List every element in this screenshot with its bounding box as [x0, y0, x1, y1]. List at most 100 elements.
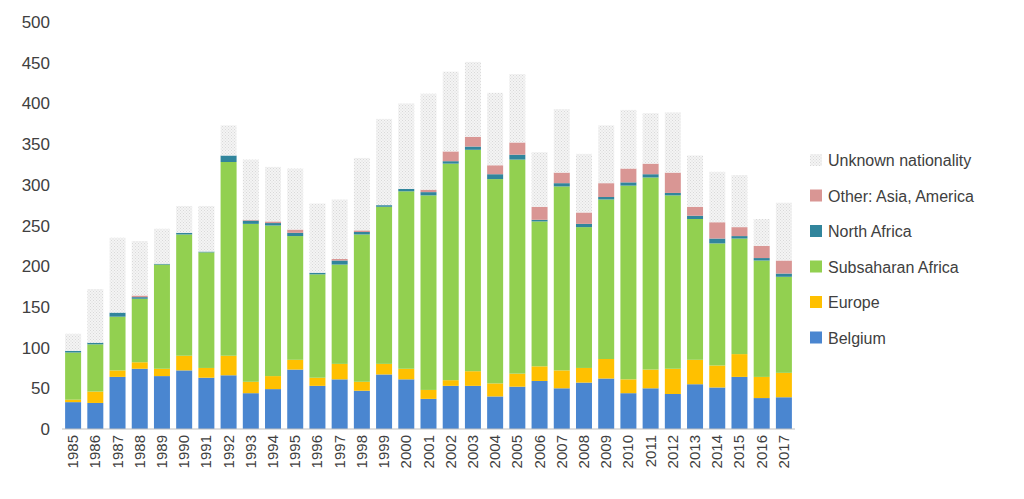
bar-segment — [532, 221, 548, 366]
y-tick-label: 500 — [22, 13, 50, 32]
bar-segment — [731, 354, 747, 377]
bar-segment — [443, 161, 459, 163]
x-tick-label: 2002 — [442, 435, 459, 468]
y-tick-label: 100 — [22, 339, 50, 358]
bar-segment — [309, 204, 325, 273]
bar-segment — [376, 205, 392, 207]
bar-segment — [243, 224, 259, 382]
x-tick-label: 1997 — [331, 435, 348, 468]
bar-segment — [421, 190, 437, 192]
bar-segment — [265, 223, 281, 225]
bar-segment — [598, 125, 614, 183]
bar-segment — [598, 379, 614, 429]
x-tick-label: 2003 — [464, 435, 481, 468]
bar-segment — [776, 397, 792, 429]
bar-segment — [554, 388, 570, 429]
bar-segment — [731, 377, 747, 429]
bar-segment — [265, 221, 281, 223]
bar-segment — [176, 234, 192, 355]
bar-segment — [398, 369, 414, 380]
legend-swatch — [810, 154, 822, 166]
x-tick-label: 1989 — [153, 435, 170, 468]
bar-segment — [709, 387, 725, 429]
bar-segment — [465, 62, 481, 137]
y-tick-label: 400 — [22, 94, 50, 113]
bar-segment — [776, 274, 792, 277]
bar-segment — [221, 125, 237, 155]
bar-segment — [643, 388, 659, 429]
bar-segment — [287, 233, 303, 236]
bars — [65, 62, 792, 429]
bar-segment — [509, 74, 525, 142]
bar-segment — [709, 172, 725, 222]
bar-segment — [110, 370, 126, 377]
bar-segment — [754, 261, 770, 377]
bar-segment — [198, 252, 214, 368]
x-tick-label: 2010 — [619, 435, 636, 468]
bar-segment — [598, 197, 614, 199]
bar-segment — [198, 378, 214, 429]
bar-segment — [309, 274, 325, 377]
bar-segment — [443, 72, 459, 152]
bar-segment — [376, 119, 392, 205]
x-tick-label: 1994 — [264, 435, 281, 468]
x-tick-label: 1996 — [308, 435, 325, 468]
bar-segment — [731, 227, 747, 236]
bar-segment — [332, 261, 348, 265]
bar-segment — [287, 370, 303, 429]
bar-segment — [687, 155, 703, 206]
bar-segment — [354, 382, 370, 391]
bar-segment — [532, 220, 548, 222]
bar-segment — [421, 195, 437, 390]
bar-segment — [398, 189, 414, 191]
bar-segment — [243, 393, 259, 429]
bar-segment — [754, 219, 770, 246]
bar-segment — [509, 387, 525, 429]
bar-segment — [176, 356, 192, 371]
bar-segment — [332, 265, 348, 364]
bar-segment — [176, 370, 192, 429]
bar-segment — [576, 383, 592, 429]
bar-segment — [332, 379, 348, 429]
bar-segment — [643, 113, 659, 163]
bar-segment — [554, 173, 570, 184]
x-tick-label: 1987 — [109, 435, 126, 468]
bar-segment — [687, 219, 703, 360]
bar-segment — [754, 258, 770, 260]
x-tick-label: 1998 — [353, 435, 370, 468]
legend-label: Subsaharan Africa — [828, 259, 959, 276]
bar-segment — [576, 154, 592, 213]
bar-segment — [354, 158, 370, 230]
bar-segment — [309, 273, 325, 275]
bar-segment — [487, 174, 503, 179]
bar-segment — [287, 236, 303, 360]
bar-segment — [243, 160, 259, 220]
bar-segment — [376, 207, 392, 364]
bar-segment — [87, 403, 103, 429]
bar-segment — [198, 368, 214, 378]
x-tick-label: 2001 — [420, 435, 437, 468]
bar-segment — [221, 155, 237, 162]
x-tick-label: 2004 — [486, 435, 503, 468]
bar-segment — [332, 364, 348, 379]
bar-segment — [176, 206, 192, 233]
x-tick-label: 2012 — [664, 435, 681, 468]
bar-segment — [620, 182, 636, 185]
bar-segment — [532, 152, 548, 207]
x-tick-label: 2017 — [775, 435, 792, 468]
bar-segment — [176, 233, 192, 235]
bar-segment — [110, 313, 126, 317]
bar-segment — [620, 379, 636, 393]
bar-segment — [643, 370, 659, 389]
y-tick-label: 350 — [22, 135, 50, 154]
bar-segment — [487, 165, 503, 174]
bar-segment — [687, 216, 703, 219]
bar-segment — [443, 151, 459, 161]
bar-segment — [687, 360, 703, 384]
bar-segment — [243, 382, 259, 393]
bar-segment — [443, 386, 459, 429]
legend-label: Unknown nationality — [828, 152, 971, 169]
bar-segment — [576, 227, 592, 368]
bar-segment — [754, 398, 770, 429]
legend-swatch — [810, 296, 822, 308]
